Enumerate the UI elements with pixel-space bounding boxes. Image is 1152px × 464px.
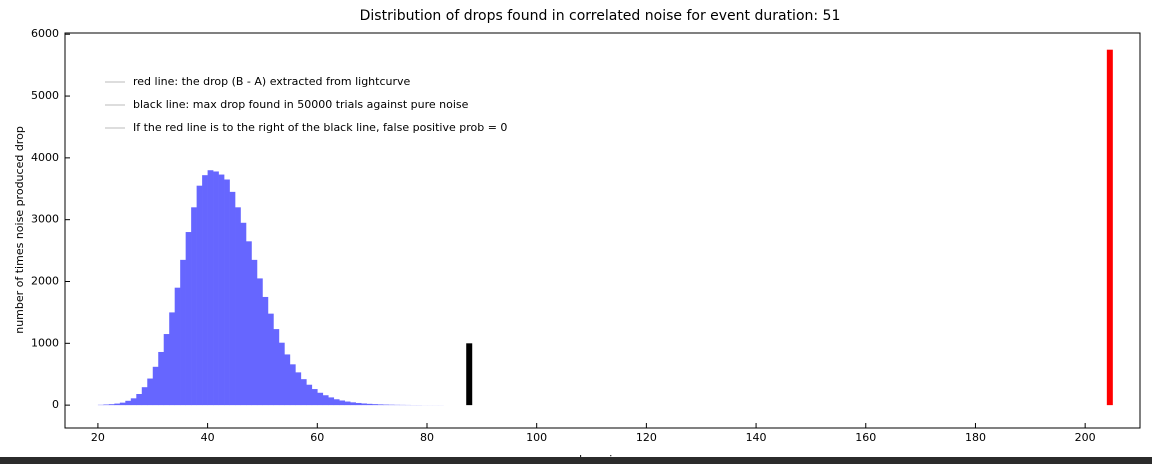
histogram-bar [174, 287, 181, 406]
x-tick-label: 100 [526, 431, 547, 444]
histogram-bar [229, 191, 236, 406]
y-tick-label: 5000 [31, 89, 59, 102]
histogram-bar [224, 179, 230, 406]
histogram-bar [322, 395, 329, 406]
y-axis-label: number of times noise produced drop [13, 126, 26, 334]
plot-frame [64, 32, 1141, 429]
marker-line [466, 343, 473, 406]
histogram-bar [328, 397, 335, 406]
histogram-bar [207, 170, 214, 406]
histogram-bar [289, 364, 296, 406]
histogram-bar [191, 207, 197, 406]
y-tick-label: 4000 [31, 151, 59, 164]
histogram-bar [273, 329, 280, 406]
chart-title: Distribution of drops found in correlate… [360, 8, 841, 24]
histogram-bar [169, 312, 175, 406]
histogram-bar [267, 313, 274, 406]
histogram-bar [344, 401, 351, 406]
histogram-bar [213, 171, 219, 406]
x-tick-label: 160 [855, 431, 876, 444]
x-tick-label: 140 [746, 431, 767, 444]
x-tick-label: 20 [91, 431, 105, 444]
x-tick-label: 40 [201, 431, 215, 444]
legend-label: red line: the drop (B - A) extracted fro… [133, 75, 411, 88]
histogram-bar [262, 296, 269, 406]
marker-line [1106, 49, 1113, 406]
x-tick-label: 120 [636, 431, 657, 444]
legend-label: If the red line is to the right of the b… [133, 121, 507, 134]
legend-label: black line: max drop found in 50000 tria… [133, 98, 469, 111]
histogram-bar [383, 404, 389, 406]
y-tick-label: 0 [52, 398, 59, 411]
histogram-bar [180, 259, 186, 406]
histogram-bar [295, 372, 302, 406]
histogram-bar [240, 222, 247, 406]
histogram-bar [108, 404, 115, 406]
x-tick-label: 180 [965, 431, 986, 444]
histogram-bar [372, 404, 378, 406]
y-tick-label: 6000 [31, 27, 59, 40]
screen-bar [0, 457, 1152, 464]
y-tick-label: 3000 [31, 213, 59, 226]
histogram-bar [196, 185, 203, 406]
histogram-bar [251, 259, 258, 406]
histogram-bar [284, 354, 291, 406]
histogram-bar [350, 402, 356, 406]
y-tick-label: 1000 [31, 336, 59, 349]
x-tick-label: 200 [1075, 431, 1096, 444]
histogram-bar [163, 334, 170, 406]
histogram-bar [202, 175, 208, 406]
histogram-bar [147, 378, 154, 406]
x-tick-label: 60 [310, 431, 324, 444]
histogram-bar [300, 379, 307, 406]
histogram-bar [311, 389, 318, 406]
histogram-bar [119, 402, 126, 406]
histogram-bar [114, 403, 121, 406]
histogram-bar [377, 404, 384, 406]
histogram-bar [136, 394, 143, 406]
histogram-bar [256, 278, 263, 406]
histogram-bar [278, 342, 285, 406]
histogram-bar [152, 366, 159, 406]
histogram-bar [366, 403, 373, 406]
histogram-bar [141, 387, 148, 406]
histogram-bar [306, 384, 313, 406]
histogram-bar [245, 241, 252, 406]
histogram-bar [130, 398, 137, 406]
histogram-bar [235, 207, 241, 406]
x-tick-label: 80 [420, 431, 434, 444]
histogram-bar [158, 351, 165, 406]
histogram-bar [317, 392, 324, 406]
histogram-bar [103, 404, 110, 406]
histogram-bar [218, 174, 225, 406]
y-tick-label: 2000 [31, 274, 59, 287]
histogram-bar [355, 402, 362, 406]
histogram-bar [125, 400, 132, 406]
histogram-bar [333, 399, 340, 406]
histogram-bar [185, 232, 192, 406]
histogram-bar [361, 403, 367, 406]
histogram-bar [339, 400, 346, 406]
